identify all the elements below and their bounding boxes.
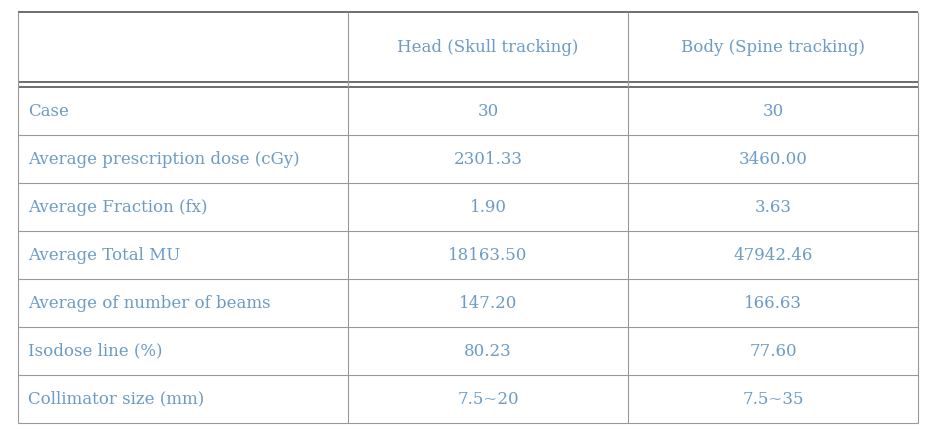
Text: Isodose line (%): Isodose line (%) (28, 342, 162, 360)
Text: Head (Skull tracking): Head (Skull tracking) (397, 39, 578, 55)
Text: Average prescription dose (cGy): Average prescription dose (cGy) (28, 151, 299, 167)
Text: Case: Case (28, 103, 69, 120)
Text: 47942.46: 47942.46 (733, 247, 813, 263)
Text: Average Fraction (fx): Average Fraction (fx) (28, 199, 207, 215)
Text: 18163.50: 18163.50 (449, 247, 528, 263)
Text: 166.63: 166.63 (744, 294, 802, 311)
Text: 3460.00: 3460.00 (739, 151, 807, 167)
Text: Collimator size (mm): Collimator size (mm) (28, 390, 204, 408)
Text: 7.5~35: 7.5~35 (743, 390, 803, 408)
Text: Body (Spine tracking): Body (Spine tracking) (681, 39, 865, 55)
Text: 3.63: 3.63 (755, 199, 791, 215)
Text: 7.5~20: 7.5~20 (457, 390, 519, 408)
Text: 30: 30 (762, 103, 784, 120)
Text: 147.20: 147.20 (459, 294, 517, 311)
Text: Average Total MU: Average Total MU (28, 247, 180, 263)
Text: 1.90: 1.90 (469, 199, 507, 215)
Text: 77.60: 77.60 (749, 342, 797, 360)
Text: 80.23: 80.23 (464, 342, 512, 360)
Text: 2301.33: 2301.33 (453, 151, 522, 167)
Text: Average of number of beams: Average of number of beams (28, 294, 271, 311)
Text: 30: 30 (478, 103, 498, 120)
